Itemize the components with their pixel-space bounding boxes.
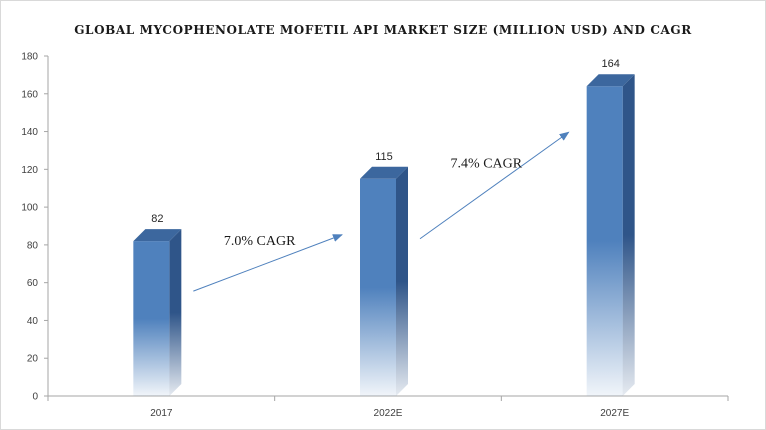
cagr-arrow	[193, 234, 343, 292]
bar-front-face	[586, 86, 623, 396]
y-tick-label: 60	[27, 278, 39, 289]
y-tick-label: 120	[21, 165, 38, 176]
y-tick-label: 160	[21, 89, 38, 100]
y-tick-label: 100	[21, 203, 38, 214]
y-tick-label: 80	[27, 240, 39, 251]
data-label: 82	[151, 213, 163, 225]
cagr-label: 7.0% CAGR	[224, 234, 296, 249]
bar-top-face	[360, 166, 408, 179]
data-label: 115	[375, 151, 393, 163]
bar-2022E	[360, 166, 408, 396]
y-tick-label: 40	[27, 316, 39, 327]
bar-2027E	[586, 74, 635, 396]
bar-front-face	[360, 178, 396, 396]
y-tick-label: 20	[27, 354, 39, 365]
bar-front-face	[133, 241, 170, 396]
y-tick-label: 180	[21, 52, 38, 63]
cagr-label: 7.4% CAGR	[451, 157, 523, 172]
bar-side-face	[396, 166, 408, 396]
y-tick-label: 0	[32, 392, 38, 403]
x-tick-label: 2017	[150, 408, 173, 419]
data-label: 164	[601, 58, 619, 70]
bar-top-face	[133, 229, 182, 242]
bar-2017	[133, 229, 182, 396]
x-tick-label: 2027E	[600, 408, 629, 419]
bar-top-face	[586, 74, 635, 87]
chart-title: GLOBAL MYCOPHENOLATE MOFETIL API MARKET …	[74, 23, 692, 37]
bar-side-face	[169, 229, 182, 396]
bar-side-face	[622, 74, 635, 396]
x-tick-label: 2022E	[374, 408, 403, 419]
y-tick-label: 140	[21, 127, 38, 138]
cagr-arrow	[419, 131, 570, 240]
